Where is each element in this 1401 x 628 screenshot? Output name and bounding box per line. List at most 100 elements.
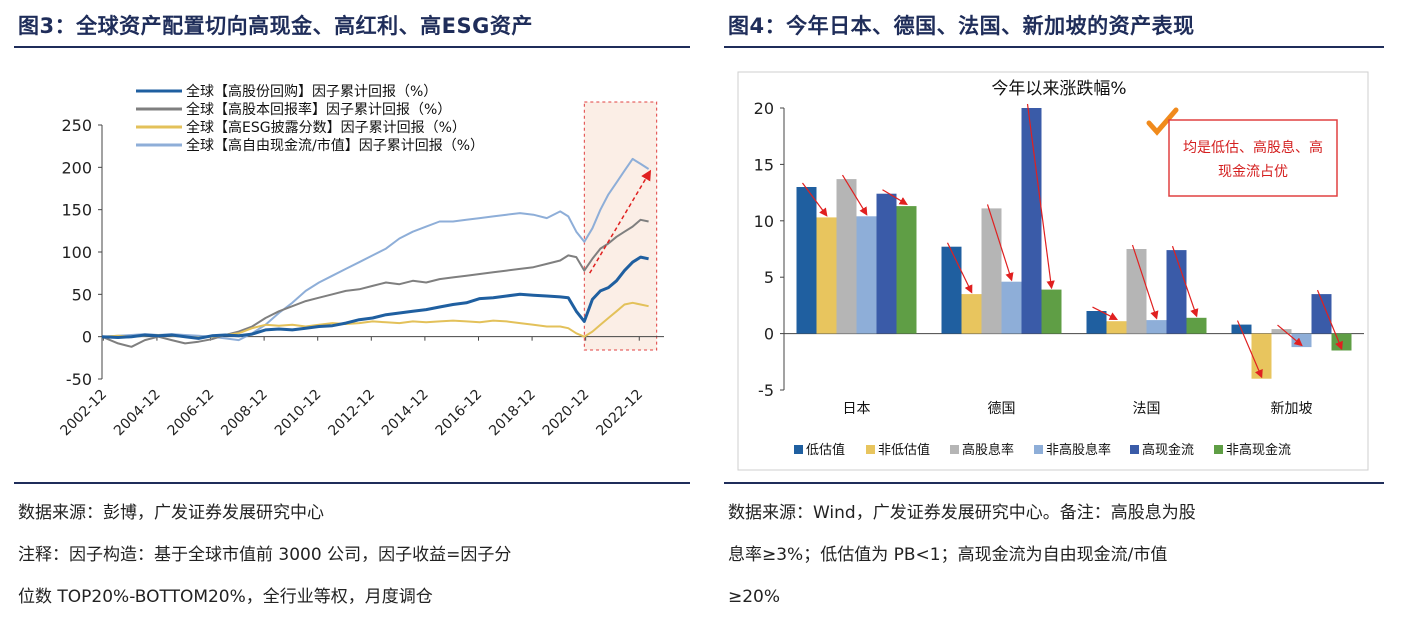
series-line [101,255,649,340]
bar [816,217,837,334]
source-text-line-3: ≥20% [728,587,781,607]
series-line [101,218,649,348]
change-arrow [1026,103,1055,290]
bar [1021,108,1042,334]
legend-swatch [1130,445,1139,454]
legend-label: 非低估值 [878,442,930,458]
change-arrow [1131,244,1159,320]
legend-label: 高股息率 [962,442,1014,458]
x-tick-label: 2020-12 [540,387,593,440]
plot-frame [737,71,1369,471]
legend-swatch [866,445,875,454]
ytd-return-bar-chart: 今年以来涨跌幅% -5 0 5 10 15 20 日本 德国 法国 新加坡 均是低估、高股息、高现金流… [737,71,1369,471]
bar [961,294,982,334]
bar [796,187,817,334]
bar [856,216,877,334]
legend-label: 全球【高ESG披露分数】因子累计回报（%） [186,119,466,136]
chart-title: 今年以来涨跌幅% [991,79,1126,99]
change-arrow [1316,289,1343,351]
change-arrow [882,189,908,206]
legend-label: 高现金流 [1142,442,1194,458]
x-tick-label: 2006-12 [165,387,218,440]
bar [1146,320,1167,334]
figure-4-notes: 数据来源：Wind，广发证券发展研究中心。备注：高股息为股 息率≥3%；低估值为… [728,492,1380,618]
title-divider [724,46,1384,48]
change-arrow [986,204,1014,282]
source-divider [14,482,690,484]
annotation-box [1168,119,1338,197]
bar [1311,294,1332,334]
bar [836,179,857,334]
y-tick-label: 0 [764,325,774,344]
annotation-text-line-2: 现金流占优 [1218,164,1288,180]
bar [876,193,897,334]
legend-label: 全球【高股份回购】因子累计回报（%） [186,83,437,100]
note-line-1: 注释：因子构造：基于全球市值前 3000 公司，因子收益=因子分 [18,545,512,565]
y-tick-label: 20 [754,99,774,118]
bar [1041,289,1062,334]
figure-4-panel: 图4：今年日本、德国、法国、新加坡的资产表现 今年以来涨跌幅% -5 0 5 10 15 2… [724,0,1384,628]
category-label: 法国 [1133,401,1161,417]
series-line [101,157,650,342]
category-label: 新加坡 [1271,401,1313,417]
legend-label: 全球【高自由现金流/市值】因子累计回报（%） [186,137,484,154]
bar [941,246,962,334]
legend-label: 非高现金流 [1226,442,1291,458]
legend-label: 非高股息率 [1046,442,1111,458]
legend-label: 全球【高股本回报率】因子累计回报（%） [186,101,451,118]
legend-swatch [1034,445,1043,454]
y-tick-label: 5 [764,268,774,287]
note-line-2: 位数 TOP20%-BOTTOM20%，全行业等权，月度调仓 [18,587,433,607]
annotation-text-line-1: 均是低估、高股息、高 [1183,139,1323,156]
trend-arrow [589,169,652,274]
bar [896,206,917,334]
x-tick-label: 2014-12 [379,387,432,440]
legend-swatch [950,445,959,454]
bar [1106,321,1127,334]
x-tick-label: 2012-12 [325,387,378,440]
y-tick-label: 10 [754,212,774,231]
title-divider [14,46,690,48]
series-line [101,301,649,339]
y-tick-label: 0 [82,328,92,347]
change-arrow [1092,306,1118,320]
y-tick-label: 200 [61,158,92,177]
change-arrow [1236,320,1263,379]
bar [1001,281,1022,334]
x-tick-label: 2008-12 [218,387,271,440]
bar [1186,317,1207,334]
change-arrow [946,242,973,294]
bar [1251,333,1272,379]
y-tick-label: 250 [61,116,92,135]
legend-swatch [1214,445,1223,454]
checkmark-icon [1146,107,1179,136]
bar [1166,250,1187,334]
highlight-region [583,101,658,351]
source-text-line-1: 数据来源：Wind，广发证券发展研究中心。备注：高股息为股 [728,503,1196,523]
change-arrow [1277,324,1303,347]
x-tick-label: 2010-12 [272,387,325,440]
category-label: 德国 [988,401,1016,417]
figure-4-title: 图4：今年日本、德国、法国、新加坡的资产表现 [728,14,1195,38]
x-tick-label: 2004-12 [111,387,164,440]
source-text: 数据来源：彭博，广发证券发展研究中心 [18,503,324,523]
y-tick-label: -5 [758,381,774,400]
bar [1126,249,1147,334]
x-tick-label: 2002-12 [57,387,110,440]
figure-3-panel: 图3：全球资产配置切向高现金、高红利、高ESG资产 -50 0 50 100 150 20… [14,0,690,628]
x-tick-label: 2018-12 [486,387,539,440]
figure-3-notes: 数据来源：彭博，广发证券发展研究中心 注释：因子构造：基于全球市值前 3000 … [18,492,686,618]
y-tick-label: 15 [754,155,774,174]
y-tick-label: 100 [61,243,92,262]
change-arrow [802,182,828,217]
y-tick-label: 50 [72,285,92,304]
y-tick-label: -50 [66,370,92,389]
legend-swatch [794,445,803,454]
change-arrow [1171,245,1199,318]
y-tick-label: 150 [61,201,92,220]
change-arrow [841,174,868,216]
legend-label: 低估值 [806,442,845,458]
bar [981,208,1002,334]
figure-3-title: 图3：全球资产配置切向高现金、高红利、高ESG资产 [18,14,533,38]
